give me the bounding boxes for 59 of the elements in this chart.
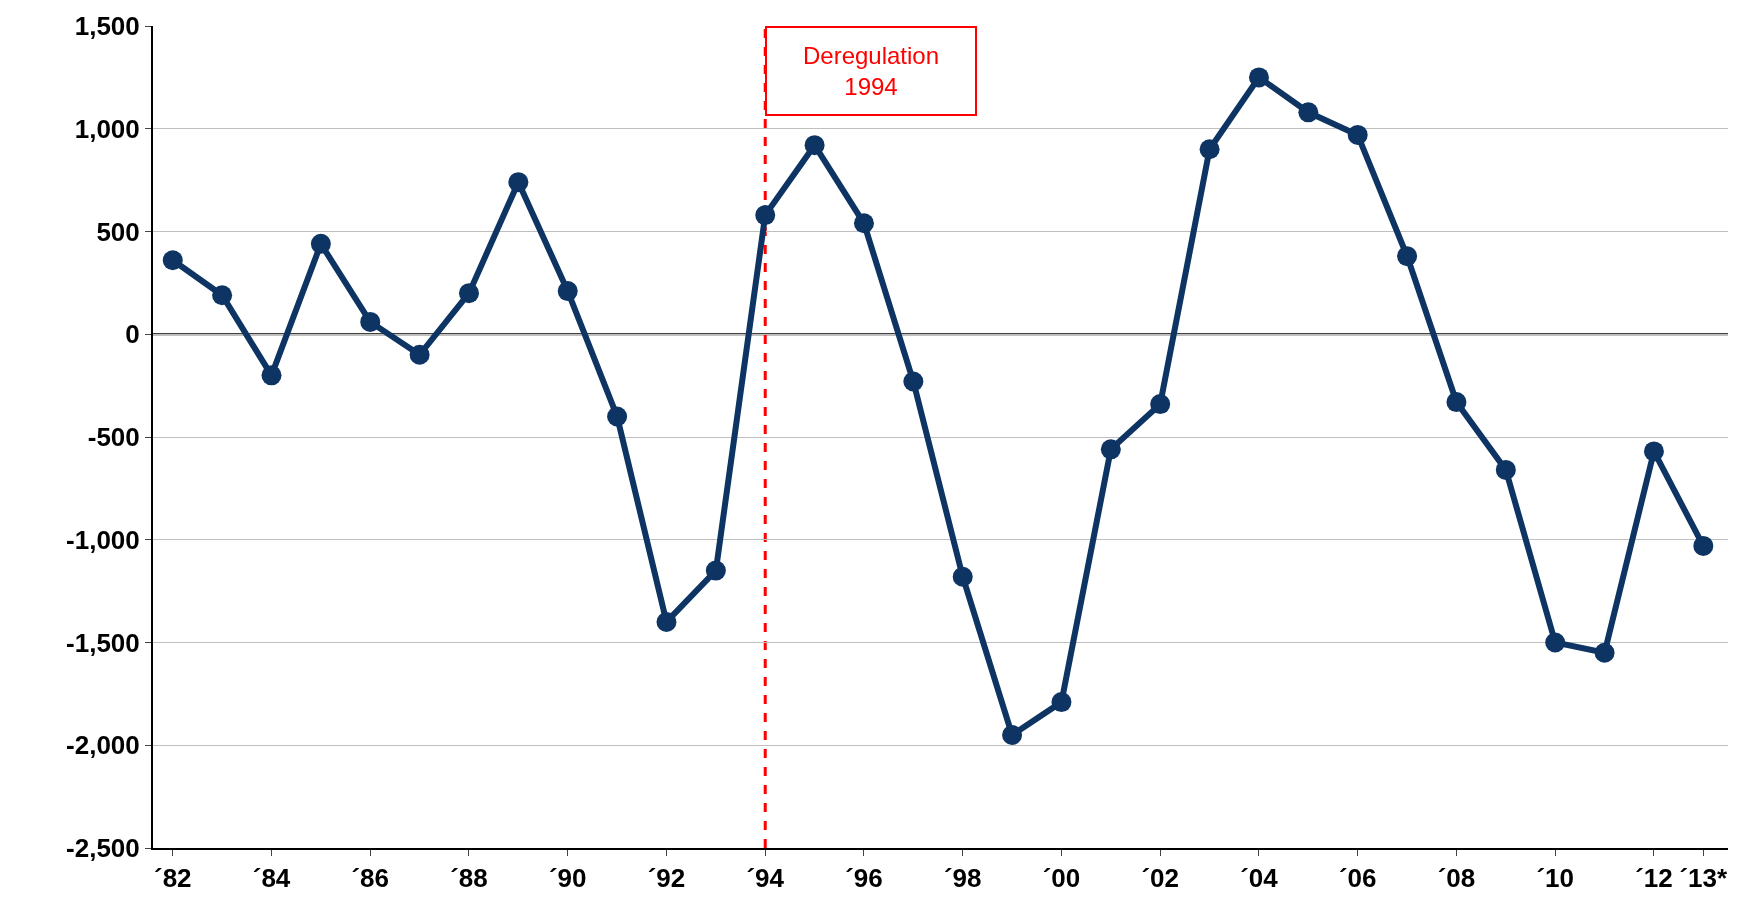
y-tick-label: 0 — [125, 319, 140, 350]
point — [508, 172, 529, 193]
point — [409, 344, 430, 365]
point — [755, 205, 776, 226]
point — [607, 406, 628, 427]
y-tick-label: 500 — [96, 216, 140, 247]
point — [1298, 102, 1319, 123]
y-tick-label: 1,500 — [74, 11, 140, 42]
x-tick-label: ´00 — [1042, 863, 1081, 894]
x-tick-label: ´84 — [252, 863, 291, 894]
point — [1347, 124, 1368, 145]
x-tick-label: ´06 — [1338, 863, 1377, 894]
point — [1248, 67, 1269, 88]
point — [1495, 459, 1516, 480]
ref-line-label: Deregulation 1994 — [802, 42, 940, 101]
point — [1397, 246, 1418, 267]
point — [310, 233, 331, 254]
point — [804, 135, 825, 156]
point — [1100, 439, 1121, 460]
y-tick-label: -1,000 — [66, 524, 140, 555]
x-tick-label: ´94 — [746, 863, 785, 894]
point — [656, 611, 677, 632]
y-tick-label: -2,000 — [66, 730, 140, 761]
x-tick-label: ´08 — [1437, 863, 1476, 894]
x-tick-label: ´86 — [351, 863, 390, 894]
point — [360, 311, 381, 332]
point — [1693, 535, 1714, 556]
point — [1545, 632, 1566, 653]
x-tick-label: ´88 — [450, 863, 488, 894]
point — [212, 285, 233, 306]
x-tick-label: ´92 — [647, 863, 686, 894]
x-tick-label: ´04 — [1240, 863, 1279, 894]
x-tick-label: ´02 — [1141, 863, 1179, 894]
point — [557, 281, 578, 302]
x-tick-label: ´96 — [845, 863, 883, 894]
y-tick-label: -1,500 — [66, 627, 140, 658]
y-tick-label: 1,000 — [74, 113, 140, 144]
point — [1594, 642, 1615, 663]
x-tick-label: ´13* — [1679, 863, 1729, 894]
x-tick-label: ´90 — [548, 863, 587, 894]
x-tick-label: ´98 — [943, 863, 982, 894]
point — [1446, 392, 1467, 413]
point — [1002, 724, 1023, 745]
point — [459, 283, 479, 304]
x-tick-label: ´82 — [153, 863, 192, 894]
x-tick-label: ´12 — [1635, 863, 1673, 894]
y-tick-label: -500 — [87, 422, 140, 453]
point — [705, 560, 726, 581]
point — [1643, 441, 1664, 462]
point — [903, 371, 924, 392]
point — [1199, 139, 1220, 160]
point — [1150, 394, 1171, 415]
point — [952, 566, 973, 587]
y-tick-label: -2,500 — [66, 833, 140, 864]
x-tick-label: ´10 — [1536, 863, 1574, 894]
point — [261, 365, 282, 386]
point — [853, 213, 874, 234]
point — [1051, 692, 1072, 713]
point — [162, 250, 183, 271]
